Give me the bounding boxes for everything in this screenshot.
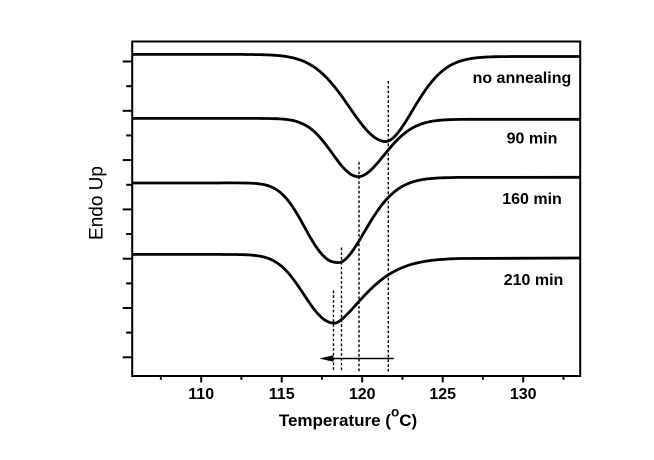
svg-text:120: 120 <box>349 386 376 403</box>
svg-text:115: 115 <box>269 386 295 403</box>
svg-text:110: 110 <box>188 386 214 403</box>
svg-text:no annealing: no annealing <box>473 70 572 87</box>
svg-text:Endo Up: Endo Up <box>87 166 108 240</box>
svg-text:125: 125 <box>429 386 456 403</box>
svg-text:130: 130 <box>510 386 537 403</box>
svg-text:210 min: 210 min <box>504 272 564 289</box>
svg-text:90 min: 90 min <box>507 131 558 148</box>
svg-text:160 min: 160 min <box>502 191 562 208</box>
